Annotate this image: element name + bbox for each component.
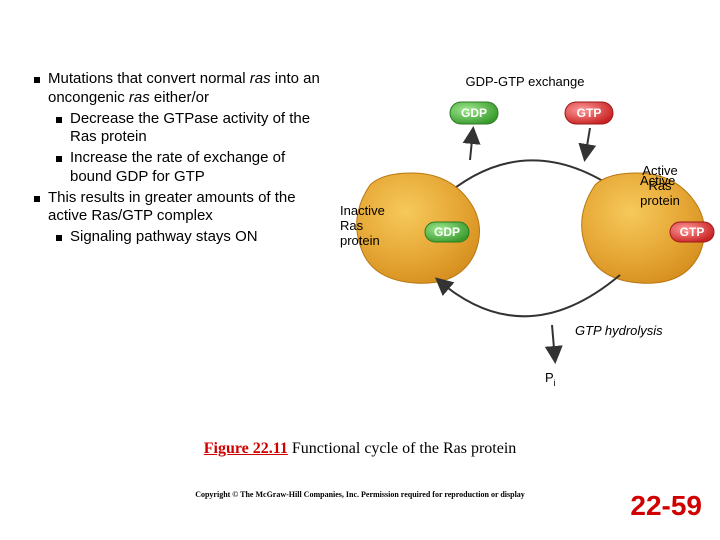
figure-caption: Figure 22.11 Functional cycle of the Ras… (0, 440, 720, 458)
svg-text:GTP: GTP (577, 106, 602, 120)
svg-text:Ras: Ras (340, 218, 364, 233)
inactive-ras-protein: GDP (357, 173, 480, 283)
figure-title: Functional cycle of the Ras protein (288, 440, 516, 457)
pi-label: Pi (545, 370, 556, 388)
gdp-pill-top: GDP (450, 102, 498, 124)
bullet-1-sub-2: Increase the rate of exchange of bound G… (52, 149, 330, 187)
active-ras-l1: Active (642, 163, 677, 178)
svg-text:GDP: GDP (461, 106, 487, 120)
text: either/or (150, 89, 209, 106)
active-ras-l2: Ras (648, 178, 672, 193)
bullet-2: This results in greater amounts of the a… (30, 189, 330, 227)
page-number: 22-59 (630, 490, 702, 522)
gtp-pill-top: GTP (565, 102, 613, 124)
bullet-text-block: Mutations that convert normal ras into a… (30, 70, 330, 410)
bullet-1: Mutations that convert normal ras into a… (30, 70, 330, 108)
bullet-1-sub-1: Decrease the GTPase activity of the Ras … (52, 110, 330, 148)
bullet-2-sub-1: Signaling pathway stays ON (52, 228, 330, 247)
svg-text:GTP: GTP (680, 225, 705, 239)
gdp-gtp-exchange-label: GDP-GTP exchange (466, 74, 585, 89)
svg-text:GDP: GDP (434, 225, 460, 239)
gdp-out-arrow (470, 130, 473, 160)
text-italic: ras (250, 70, 271, 87)
ras-cycle-diagram: GDP-GTP exchange GDP GTP GDP (330, 70, 710, 410)
hydrolysis-arrow (438, 275, 620, 316)
copyright-text: Copyright © The McGraw-Hill Companies, I… (0, 490, 720, 499)
active-ras-l3: protein (640, 193, 680, 208)
text: Mutations that convert normal (48, 70, 250, 87)
inactive-label: Inactive (340, 203, 385, 218)
text-italic: ras (129, 89, 150, 106)
svg-text:protein: protein (340, 233, 380, 248)
figure-number: Figure 22.11 (204, 440, 288, 457)
gtp-in-arrow (585, 128, 590, 158)
gtp-hydrolysis-label: GTP hydrolysis (575, 323, 663, 338)
pi-arrow (552, 325, 555, 360)
